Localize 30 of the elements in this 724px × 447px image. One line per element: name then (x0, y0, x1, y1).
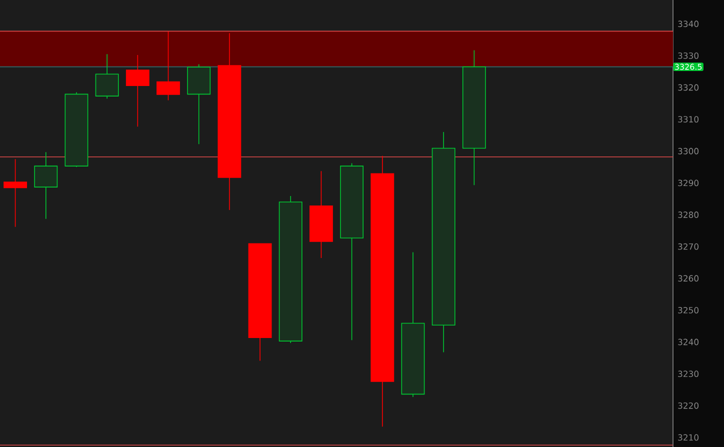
candlestick (64, 92, 88, 168)
y-tick-label: 3210 (678, 434, 699, 441)
y-tick-label: 3250 (678, 306, 699, 314)
y-tick-label: 3340 (678, 20, 699, 28)
candlestick (340, 162, 364, 340)
y-tick-label: 3330 (678, 52, 699, 59)
y-tick-label: 3290 (678, 180, 699, 186)
candlestick (218, 32, 242, 210)
candlestick (187, 64, 211, 145)
candlestick (248, 243, 272, 362)
y-tick-label: 3260 (678, 275, 699, 282)
y-tick-label: 3230 (678, 370, 699, 378)
candlestick (95, 54, 119, 100)
candlestick (156, 31, 180, 101)
y-tick-label: 3310 (678, 116, 699, 123)
candlestick (370, 155, 394, 428)
candlestick (34, 152, 58, 220)
y-tick-label: 3280 (678, 212, 699, 218)
candlestick (278, 196, 302, 344)
candlestick (126, 54, 150, 128)
y-tick-label: 3220 (678, 402, 699, 409)
candlestick (4, 158, 28, 228)
candlestick (309, 170, 333, 258)
y-tick-label: 3240 (678, 338, 699, 346)
candlestick (401, 252, 425, 398)
y-tick-label: 3300 (678, 148, 699, 154)
y-tick-label: 3270 (678, 243, 699, 250)
candlestick (432, 132, 456, 353)
candlestick (462, 50, 486, 186)
y-tick-label: 3320 (678, 84, 699, 91)
